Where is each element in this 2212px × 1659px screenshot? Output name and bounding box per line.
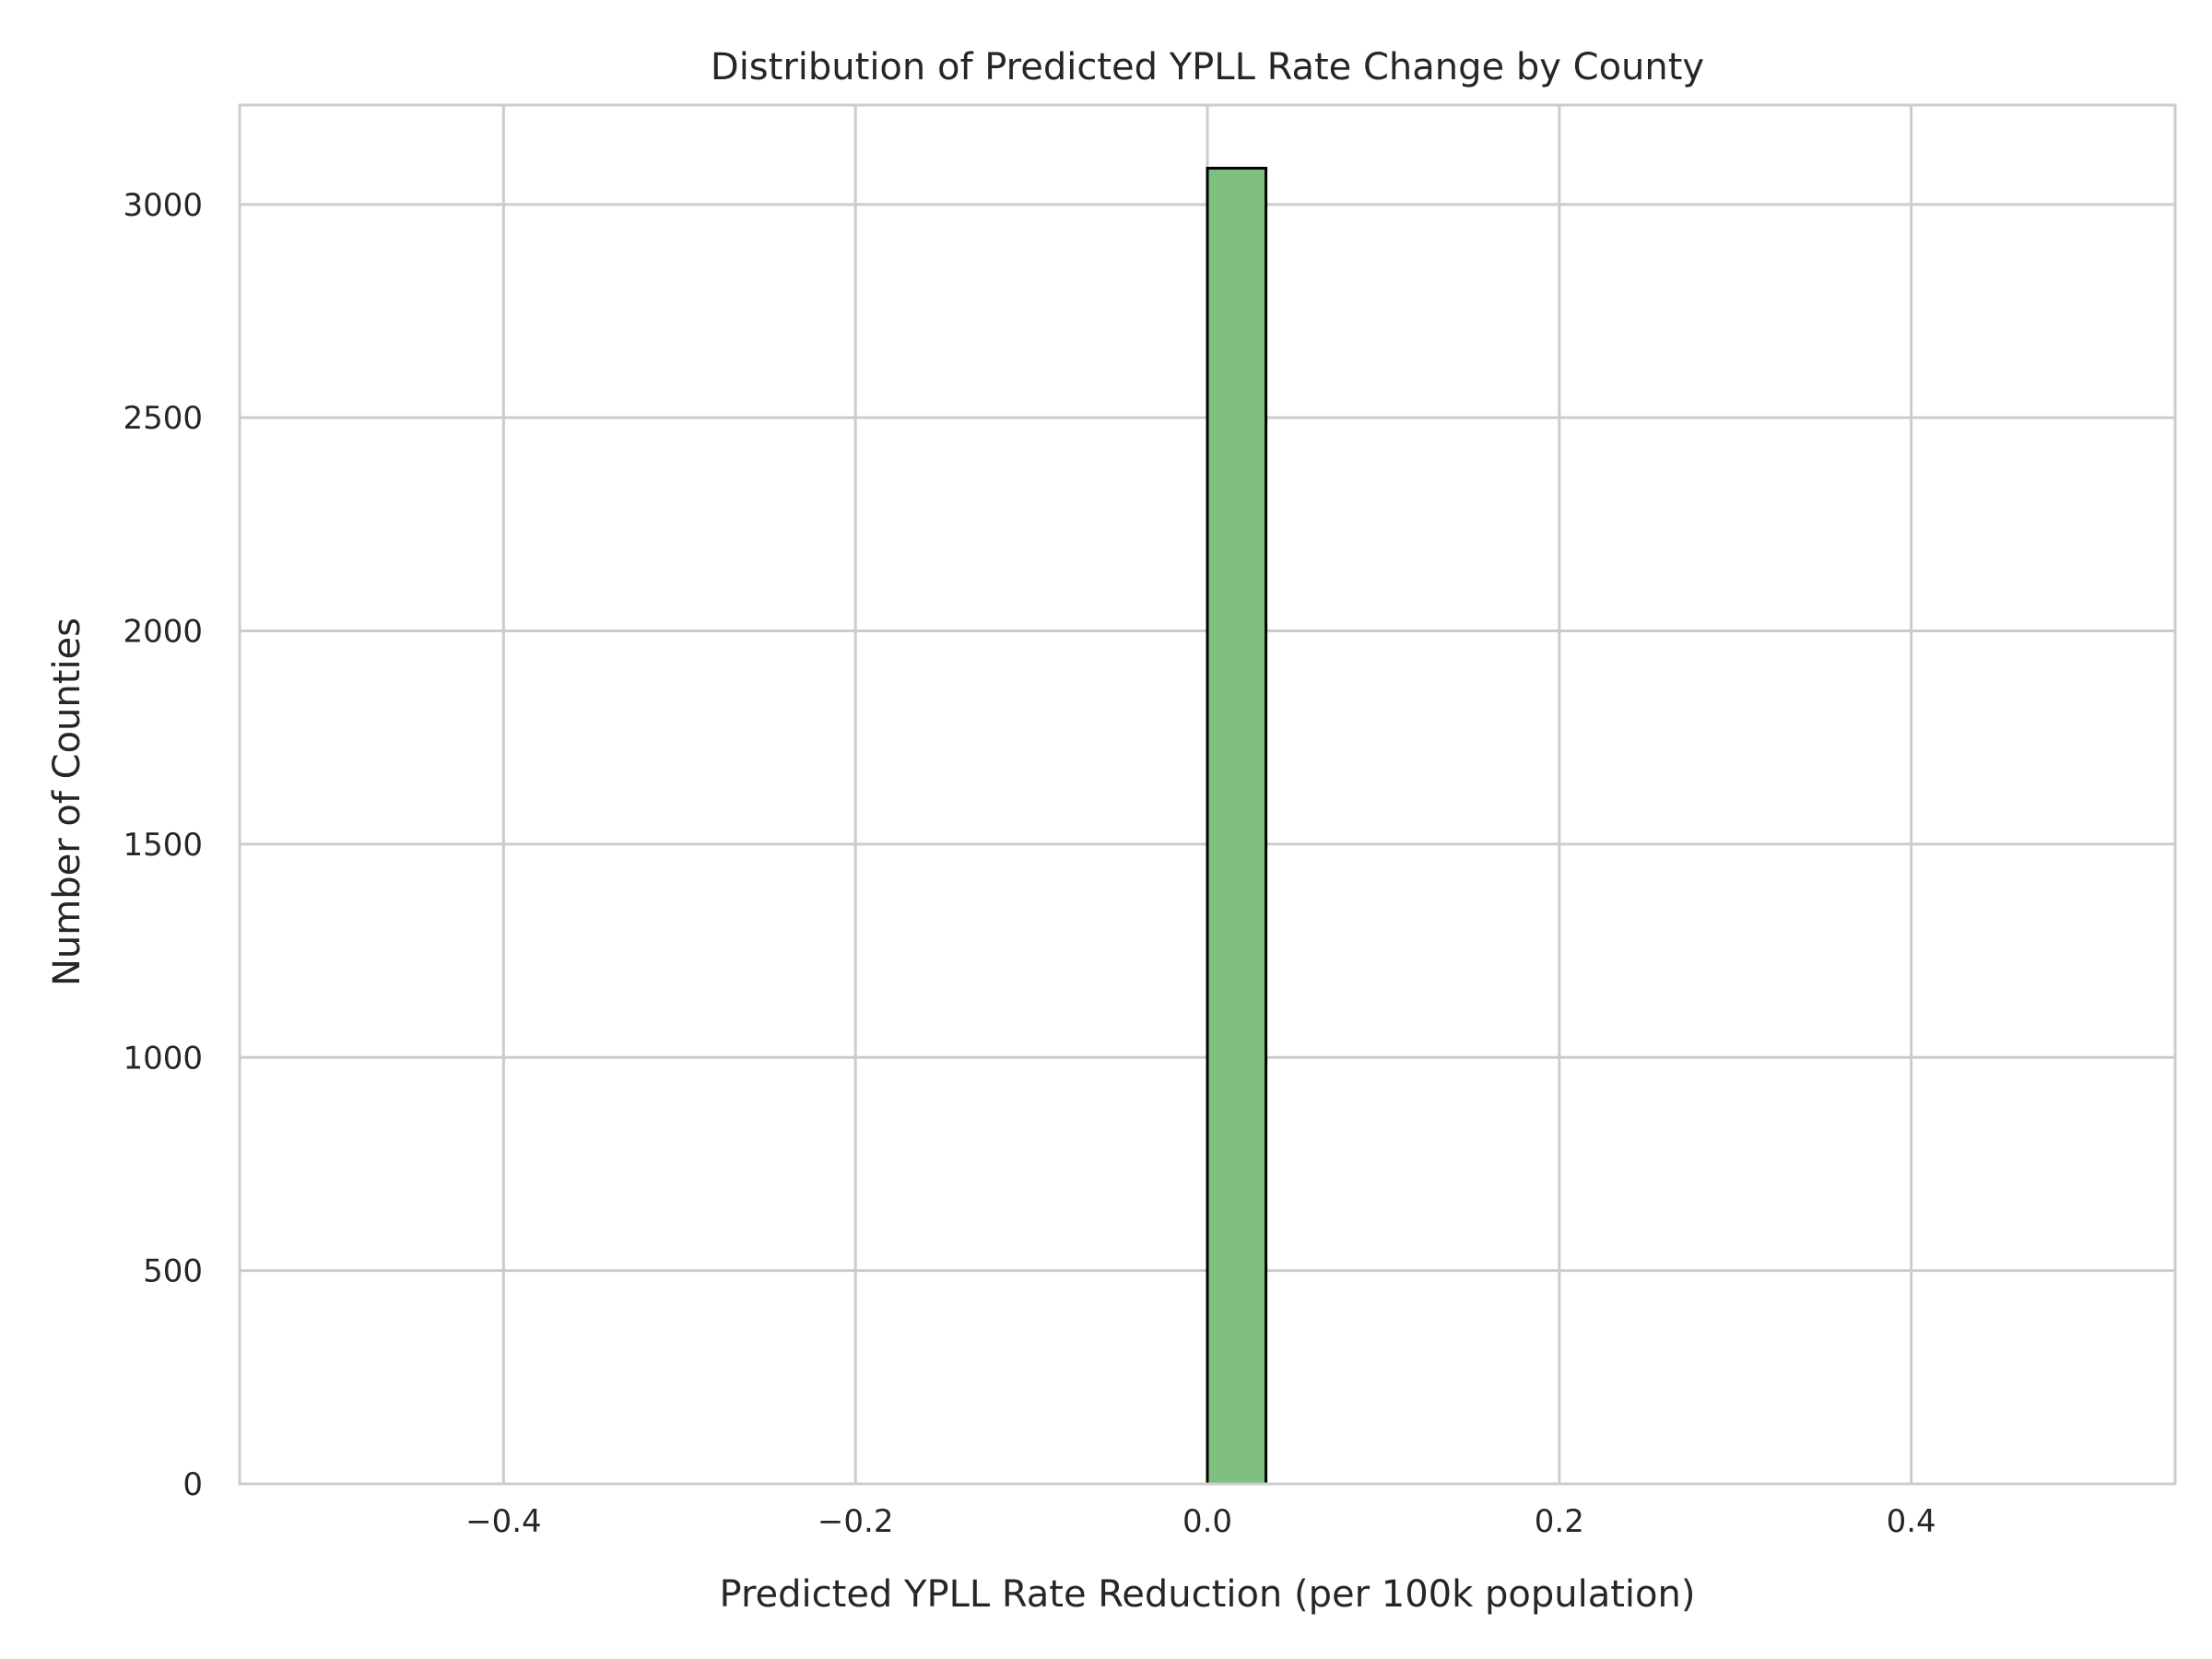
bars xyxy=(1206,166,1268,1486)
x-tick-label: 0.4 xyxy=(1887,1503,1936,1540)
plot-border xyxy=(238,103,2177,1486)
chart-title: Distribution of Predicted YPLL Rate Chan… xyxy=(711,46,1704,88)
x-tick-labels: −0.4 −0.2 0.0 0.2 0.4 xyxy=(465,1503,1936,1540)
y-tick-label: 1500 xyxy=(123,827,203,864)
y-tick-label: 2000 xyxy=(123,614,203,651)
y-tick-label: 1000 xyxy=(123,1040,203,1077)
x-tick-label: 0.2 xyxy=(1535,1503,1584,1540)
plot-frame xyxy=(238,103,2177,1486)
y-tick-label: 0 xyxy=(182,1466,203,1503)
y-axis-label: Number of Counties xyxy=(46,618,88,986)
x-tick-label: −0.4 xyxy=(465,1503,542,1540)
y-tick-labels: 0 500 1000 1500 2000 2500 3000 xyxy=(123,187,203,1503)
x-axis-label: Predicted YPLL Rate Reduction (per 100k … xyxy=(720,1573,1696,1616)
y-tick-label: 2500 xyxy=(123,400,203,437)
y-tick-label: 500 xyxy=(143,1253,203,1290)
histogram-bar xyxy=(1206,166,1268,1486)
x-tick-label: −0.2 xyxy=(818,1503,894,1540)
y-tick-label: 3000 xyxy=(123,187,203,224)
x-tick-label: 0.0 xyxy=(1182,1503,1232,1540)
